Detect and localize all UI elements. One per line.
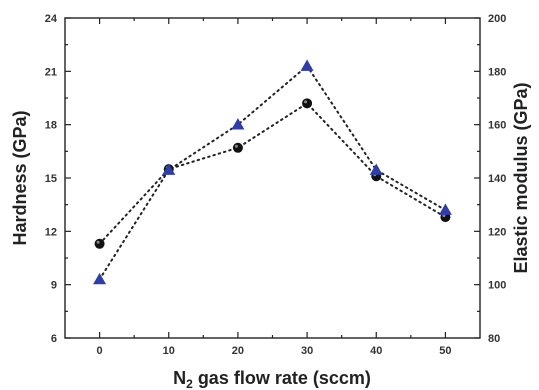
modulus-point	[162, 163, 176, 175]
modulus-point	[93, 272, 107, 285]
y-left-tick-label: 24	[45, 13, 58, 25]
y-right-tick-label: 100	[488, 280, 506, 292]
y-left-tick-label: 21	[45, 66, 57, 78]
modulus-point	[231, 118, 245, 130]
y-right-tick-label: 80	[488, 333, 500, 345]
modulus-point	[369, 163, 383, 175]
modulus-trend-line	[98, 64, 447, 281]
trend-lines	[98, 64, 447, 281]
x-tick-label: 40	[370, 345, 382, 357]
y-right-tick-label: 180	[488, 66, 506, 78]
y-right-tick-label: 140	[488, 173, 506, 185]
plot-frame	[64, 17, 481, 339]
x-axis-title-rest: gas flow rate (sccm)	[193, 368, 371, 388]
x-tick-label: 50	[439, 345, 451, 357]
y-left-tick-label: 15	[45, 173, 57, 185]
hardness-trend-line	[98, 102, 447, 245]
y-right-tick-label: 200	[488, 13, 506, 25]
hardness-point-highlight	[96, 240, 100, 244]
x-tick-label: 10	[163, 345, 175, 357]
y-right-tick-label: 120	[488, 226, 506, 238]
y-left-tick-label: 12	[45, 226, 57, 238]
data-markers	[93, 59, 452, 285]
modulus-point	[438, 203, 452, 215]
hardness-point-highlight	[234, 144, 238, 148]
tick-labels: 0 10 20 30 40 50 6 9 12 15 18 21 24 80 100 120 140 160 180…	[45, 13, 507, 357]
y-axis-right-title: Elastic modulus (GPa)	[511, 82, 531, 273]
hardness-point	[94, 238, 105, 249]
tick-marks	[65, 17, 480, 339]
hardness-point	[302, 98, 313, 109]
hardness-point-highlight	[304, 100, 308, 104]
y-axis-left-title: Hardness (GPa)	[10, 110, 30, 245]
y-left-tick-label: 6	[51, 333, 57, 345]
y-right-tick-label: 160	[488, 120, 506, 132]
y-left-tick-label: 18	[45, 120, 57, 132]
y-left-tick-label: 9	[51, 280, 57, 292]
x-tick-label: 0	[97, 345, 103, 357]
x-axis-title-main: N	[173, 368, 186, 388]
x-axis-title: N2 gas flow rate (sccm)	[173, 368, 371, 390]
x-tick-label: 20	[232, 345, 244, 357]
hardness-point	[232, 142, 243, 153]
x-tick-label: 30	[301, 345, 313, 357]
modulus-point	[300, 59, 314, 71]
x-axis-title-subscript: 2	[186, 377, 193, 390]
